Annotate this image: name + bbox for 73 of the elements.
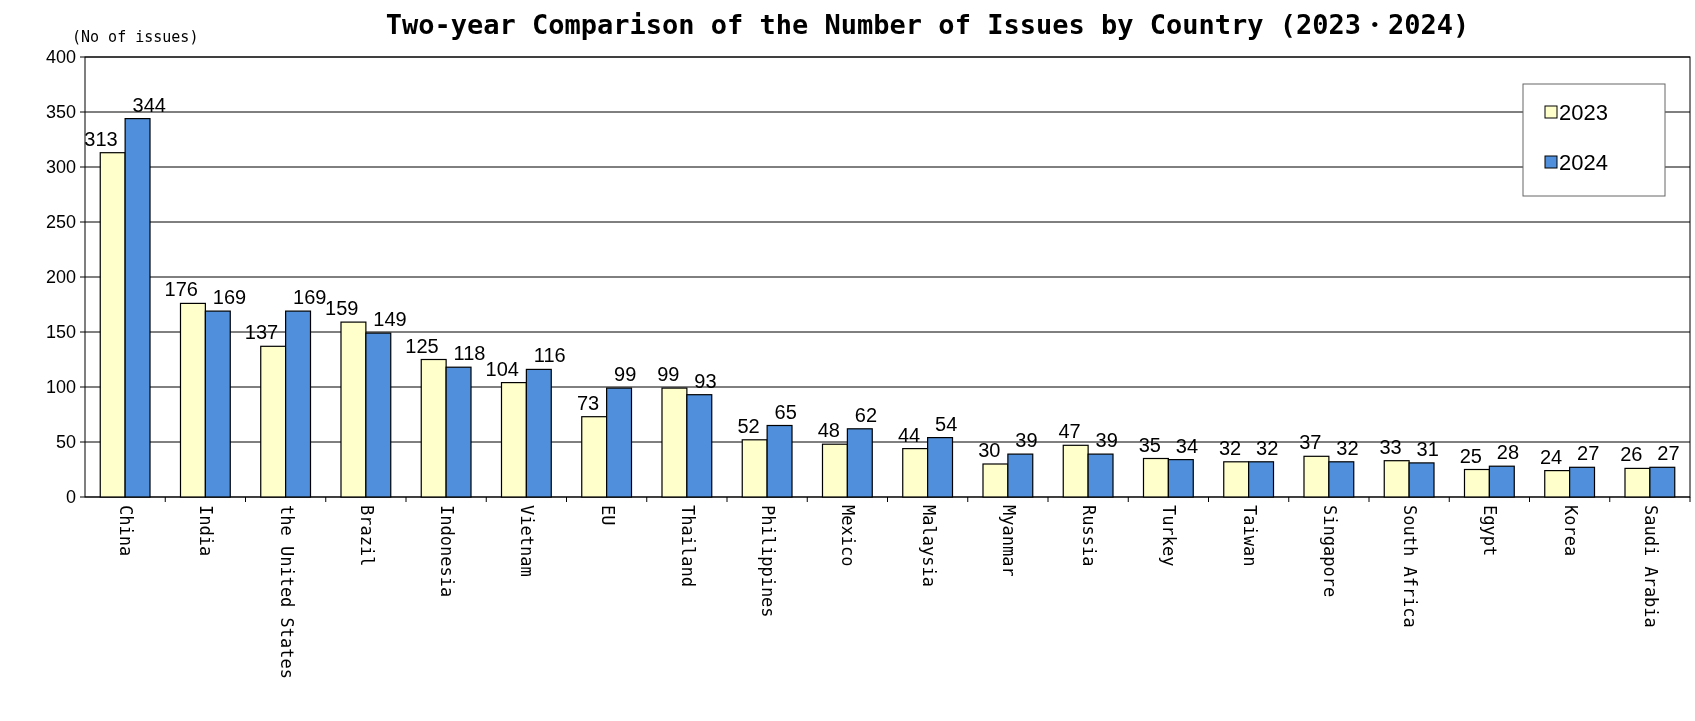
data-label: 48 [817,419,840,442]
data-label: 313 [84,127,118,150]
data-label: 32 [1218,436,1242,459]
x-tick-label: Egypt [1480,505,1501,557]
data-label: 118 [453,342,486,365]
x-tick-label: Russia [1079,505,1100,567]
y-tick-label: 250 [45,212,76,232]
x-tick-label: China [116,505,137,557]
data-label: 34 [1175,434,1199,457]
data-label: 344 [132,93,166,116]
data-label: 159 [325,297,359,320]
data-label: 73 [576,391,600,414]
x-tick-label: Philippines [758,505,779,618]
data-label: 37 [1299,431,1322,454]
data-label: 65 [774,400,797,423]
y-tick-label: 0 [65,487,76,507]
y-tick-label: 200 [45,267,76,287]
data-label: 25 [1459,444,1482,467]
data-label: 33 [1379,435,1402,458]
y-tick-label: 50 [55,432,76,452]
data-label: 54 [935,412,958,435]
data-label: 39 [1015,429,1038,452]
x-tick-label: Mexico [838,505,859,567]
data-label: 32 [1256,436,1279,459]
data-label: 99 [614,363,637,386]
y-tick-label: 400 [45,47,76,67]
data-label: 31 [1416,437,1439,460]
data-label: 32 [1336,436,1359,459]
data-label: 39 [1095,429,1118,452]
x-tick-label: Singapore [1319,505,1340,598]
y-tick-label: 350 [45,102,76,122]
data-label: 176 [164,278,198,301]
x-tick-label: EU [597,505,618,526]
x-tick-label: Malaysia [918,505,939,587]
data-label: 125 [405,334,439,357]
chart-title: Two-year Comparison of the Number of Issues by Country (2023・2024) [385,9,1470,40]
x-tick-label: Taiwan [1239,505,1260,567]
data-label: 44 [897,423,921,446]
data-label: 27 [1657,442,1680,465]
data-label: 28 [1496,441,1520,464]
data-label: 27 [1577,442,1600,465]
data-label: 35 [1138,433,1161,456]
y-tick-label: 100 [45,377,76,397]
y-tick-label: 300 [45,157,76,177]
x-tick-label: Myanmar [998,505,1019,577]
y-axis-title: (No of issues) [72,28,199,46]
data-label: 52 [737,414,760,437]
x-tick-label: Thailand [677,505,698,587]
data-label: 30 [978,439,1001,461]
x-tick-label: Saudi Arabia [1640,505,1661,628]
legend-label: 2024 [1559,150,1608,175]
data-label: 62 [854,403,878,426]
data-label: 116 [533,344,566,367]
x-tick-label: India [196,505,217,557]
x-tick-label: South Africa [1400,505,1421,628]
data-label: 47 [1058,420,1081,443]
x-tick-label: Indonesia [437,505,458,598]
x-tick-label: Korea [1560,505,1581,557]
data-label: 24 [1539,445,1563,468]
legend-label: 2023 [1559,100,1608,125]
x-tick-label: Vietnam [517,505,538,577]
data-label: 169 [293,286,327,309]
x-tick-label: Brazil [356,505,377,567]
data-label: 149 [373,308,407,331]
data-label: 137 [244,321,279,344]
data-label: 169 [212,286,247,309]
data-label: 99 [657,363,680,386]
data-label: 26 [1620,443,1643,466]
y-tick-label: 150 [45,322,76,342]
data-label: 93 [694,369,717,392]
x-tick-label: Turkey [1159,505,1180,567]
x-tick-label: the United States [276,505,297,679]
data-label: 104 [485,357,519,380]
